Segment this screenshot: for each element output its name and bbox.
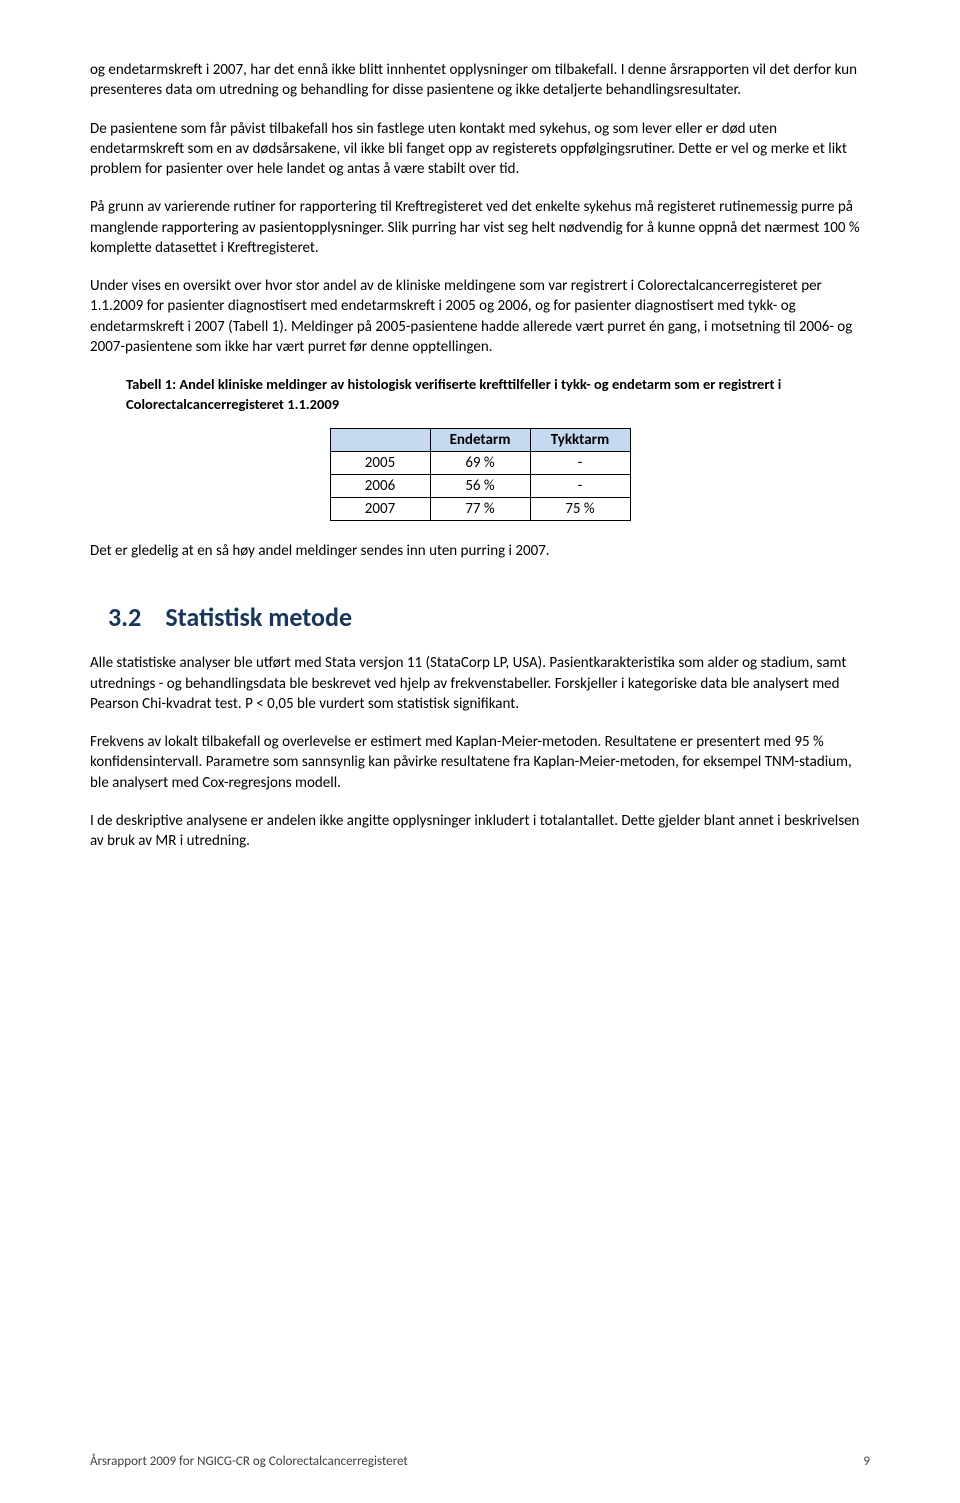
section-title: Statistisk metode <box>165 601 352 633</box>
paragraph-6: Alle statistiske analyser ble utført med… <box>90 653 870 714</box>
table-header-blank <box>330 429 430 452</box>
table-row: 2007 77 % 75 % <box>330 498 630 521</box>
table-1-caption: Tabell 1: Andel kliniske meldinger av hi… <box>90 375 870 414</box>
paragraph-5: Det er gledelig at en så høy andel meldi… <box>90 541 870 561</box>
table-row: 2005 69 % - <box>330 452 630 475</box>
table-cell-value: - <box>530 452 630 475</box>
table-header-tykktarm: Tykktarm <box>530 429 630 452</box>
paragraph-2: De pasientene som får påvist tilbakefall… <box>90 119 870 180</box>
table-header-endetarm: Endetarm <box>430 429 530 452</box>
footer-left-text: Årsrapport 2009 for NGICG-CR og Colorect… <box>90 1454 408 1469</box>
table-cell-value: 77 % <box>430 498 530 521</box>
table-cell-value: - <box>530 475 630 498</box>
table-cell-year: 2007 <box>330 498 430 521</box>
table-cell-year: 2005 <box>330 452 430 475</box>
section-3-2-heading: 3.2 Statistisk metode <box>90 601 870 633</box>
table-cell-value: 56 % <box>430 475 530 498</box>
paragraph-8: I de deskriptive analysene er andelen ik… <box>90 811 870 852</box>
table-row: 2006 56 % - <box>330 475 630 498</box>
page-footer: Årsrapport 2009 for NGICG-CR og Colorect… <box>90 1454 870 1469</box>
table-cell-value: 69 % <box>430 452 530 475</box>
paragraph-3: På grunn av varierende rutiner for rappo… <box>90 197 870 258</box>
table-header-row: Endetarm Tykktarm <box>330 429 630 452</box>
table-cell-value: 75 % <box>530 498 630 521</box>
paragraph-1: og endetarmskreft i 2007, har det ennå i… <box>90 60 870 101</box>
paragraph-7: Frekvens av lokalt tilbakefall og overle… <box>90 732 870 793</box>
paragraph-4: Under vises en oversikt over hvor stor a… <box>90 276 870 357</box>
footer-page-number: 9 <box>863 1454 870 1469</box>
table-1-caption-text: Tabell 1: Andel kliniske meldinger av hi… <box>126 375 781 413</box>
table-1: Endetarm Tykktarm 2005 69 % - 2006 56 % … <box>330 428 631 521</box>
section-number: 3.2 <box>108 601 141 633</box>
table-cell-year: 2006 <box>330 475 430 498</box>
